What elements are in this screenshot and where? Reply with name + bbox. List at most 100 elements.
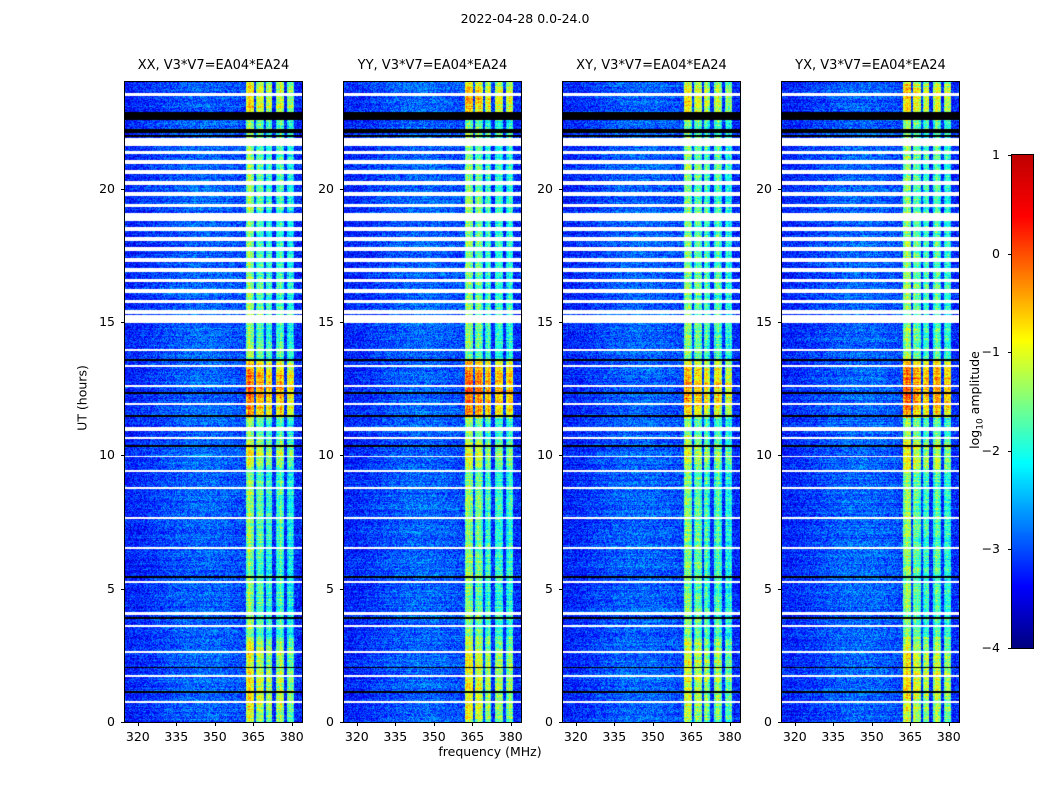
panel-title-xx: XX, V3*V7=EA04*EA24 bbox=[137, 58, 290, 73]
y-tick-label: 0 bbox=[107, 714, 115, 729]
x-tick-mark bbox=[395, 722, 397, 726]
colorbar-tick-mark bbox=[1008, 352, 1012, 354]
y-tick-mark bbox=[121, 722, 125, 723]
colorbar-tick-label: 1 bbox=[992, 147, 1000, 162]
colorbar-tick-label: −1 bbox=[981, 344, 1000, 360]
figure-suptitle: 2022-04-28 0.0-24.0 bbox=[460, 11, 590, 26]
y-tick-label: 15 bbox=[318, 314, 334, 329]
colorbar-label: log10 amplitude bbox=[967, 351, 986, 449]
x-tick-label: 335 bbox=[602, 729, 627, 744]
y-tick-label: 5 bbox=[545, 580, 553, 596]
y-tick-label: 0 bbox=[545, 714, 553, 729]
x-tick-mark bbox=[472, 722, 474, 726]
x-tick-mark bbox=[614, 722, 616, 726]
y-tick-mark bbox=[340, 722, 344, 723]
x-tick-mark bbox=[948, 722, 950, 726]
x-tick-mark bbox=[253, 722, 255, 726]
colorbar-tick-mark bbox=[1008, 450, 1012, 452]
x-tick-label: 350 bbox=[421, 729, 446, 744]
x-tick-label: 320 bbox=[125, 729, 150, 744]
panel-title-xy: XY, V3*V7=EA04*EA24 bbox=[576, 58, 727, 73]
x-tick-label: 380 bbox=[717, 729, 742, 744]
y-tick-mark bbox=[340, 455, 344, 457]
y-tick-mark bbox=[778, 588, 782, 590]
x-tick-label: 320 bbox=[563, 729, 588, 744]
x-tick-label: 380 bbox=[498, 729, 523, 744]
y-tick-mark bbox=[121, 455, 125, 457]
y-tick-mark bbox=[778, 322, 782, 323]
colorbar-tick-mark bbox=[1008, 549, 1012, 551]
spectrum-panel-xx[interactable]: XX, V3*V7=EA04*EA24 bbox=[123, 58, 303, 723]
x-tick-label: 365 bbox=[679, 729, 704, 744]
y-tick-mark bbox=[121, 588, 125, 590]
panel-title-yx: YX, V3*V7=EA04*EA24 bbox=[795, 58, 946, 73]
colorbar-tick-mark bbox=[1008, 648, 1012, 649]
y-tick-label: 10 bbox=[99, 447, 115, 463]
colorbar-gradient bbox=[1012, 155, 1033, 648]
x-tick-mark bbox=[575, 722, 577, 726]
colorbar[interactable]: −4 −3 −2 −1 0 1 bbox=[982, 147, 1034, 655]
x-tick-label: 380 bbox=[279, 729, 304, 744]
spectrum-panel-xy[interactable]: XY, V3*V7=EA04*EA24 bbox=[561, 58, 741, 723]
spectrum-panel-yy[interactable]: YY, V3*V7=EA04*EA24 bbox=[342, 58, 522, 723]
x-tick-mark bbox=[833, 722, 835, 726]
colorbar-label-prefix: log bbox=[966, 429, 982, 449]
y-tick-label: 20 bbox=[99, 180, 115, 196]
y-tick-label: 10 bbox=[537, 447, 553, 463]
colorbar-tick-label: −3 bbox=[981, 541, 1000, 557]
x-tick-label: 335 bbox=[821, 729, 846, 744]
y-tick-mark bbox=[340, 588, 344, 590]
y-tick-label: 5 bbox=[764, 580, 772, 596]
y-tick-label: 10 bbox=[756, 447, 772, 463]
dynamic-spectrum-image-yx bbox=[782, 82, 959, 722]
x-tick-label: 320 bbox=[782, 729, 807, 744]
x-tick-mark bbox=[871, 722, 873, 726]
x-tick-mark bbox=[729, 722, 731, 726]
y-tick-label: 20 bbox=[318, 180, 334, 196]
y-tick-mark bbox=[559, 588, 563, 590]
y-tick-mark bbox=[121, 188, 125, 190]
y-tick-mark bbox=[559, 322, 563, 323]
x-tick-mark bbox=[356, 722, 358, 726]
colorbar-tick-label: 0 bbox=[992, 245, 1000, 261]
colorbar-tick-mark bbox=[1008, 253, 1012, 255]
y-tick-label: 20 bbox=[756, 180, 772, 196]
y-tick-mark bbox=[559, 455, 563, 457]
y-tick-label: 15 bbox=[537, 314, 553, 329]
x-tick-label: 365 bbox=[460, 729, 485, 744]
colorbar-tick-mark bbox=[1008, 155, 1012, 156]
y-tick-mark bbox=[340, 322, 344, 323]
x-tick-mark bbox=[433, 722, 435, 726]
colorbar-label-main: amplitude bbox=[966, 351, 982, 415]
x-tick-label: 350 bbox=[640, 729, 665, 744]
panel-title-yy: YY, V3*V7=EA04*EA24 bbox=[357, 58, 508, 73]
spectrum-panel-yx[interactable]: YX, V3*V7=EA04*EA24 bbox=[780, 58, 960, 723]
y-tick-mark bbox=[340, 188, 344, 190]
x-tick-mark bbox=[291, 722, 293, 726]
y-axis-label: UT (hours) bbox=[74, 365, 90, 431]
y-tick-mark bbox=[778, 455, 782, 457]
y-tick-label: 15 bbox=[756, 314, 772, 329]
y-tick-label: 5 bbox=[326, 580, 334, 596]
y-tick-label: 10 bbox=[318, 447, 334, 463]
colorbar-frame bbox=[1010, 153, 1034, 649]
y-tick-label: 20 bbox=[537, 180, 553, 196]
x-tick-label: 320 bbox=[344, 729, 369, 744]
x-tick-mark bbox=[652, 722, 654, 726]
y-tick-label: 0 bbox=[326, 714, 334, 729]
x-tick-mark bbox=[137, 722, 139, 726]
x-tick-mark bbox=[794, 722, 796, 726]
x-axis-label: frequency (MHz) bbox=[438, 744, 542, 759]
x-tick-mark bbox=[910, 722, 912, 726]
x-tick-label: 350 bbox=[202, 729, 227, 744]
x-tick-mark bbox=[691, 722, 693, 726]
x-tick-label: 365 bbox=[898, 729, 923, 744]
x-tick-label: 380 bbox=[936, 729, 961, 744]
colorbar-label-subscript: 10 bbox=[975, 418, 986, 430]
colorbar-tick-label: −2 bbox=[981, 442, 1000, 458]
y-tick-mark bbox=[778, 722, 782, 723]
y-tick-label: 0 bbox=[764, 714, 772, 729]
x-tick-mark bbox=[510, 722, 512, 726]
x-tick-mark bbox=[214, 722, 216, 726]
